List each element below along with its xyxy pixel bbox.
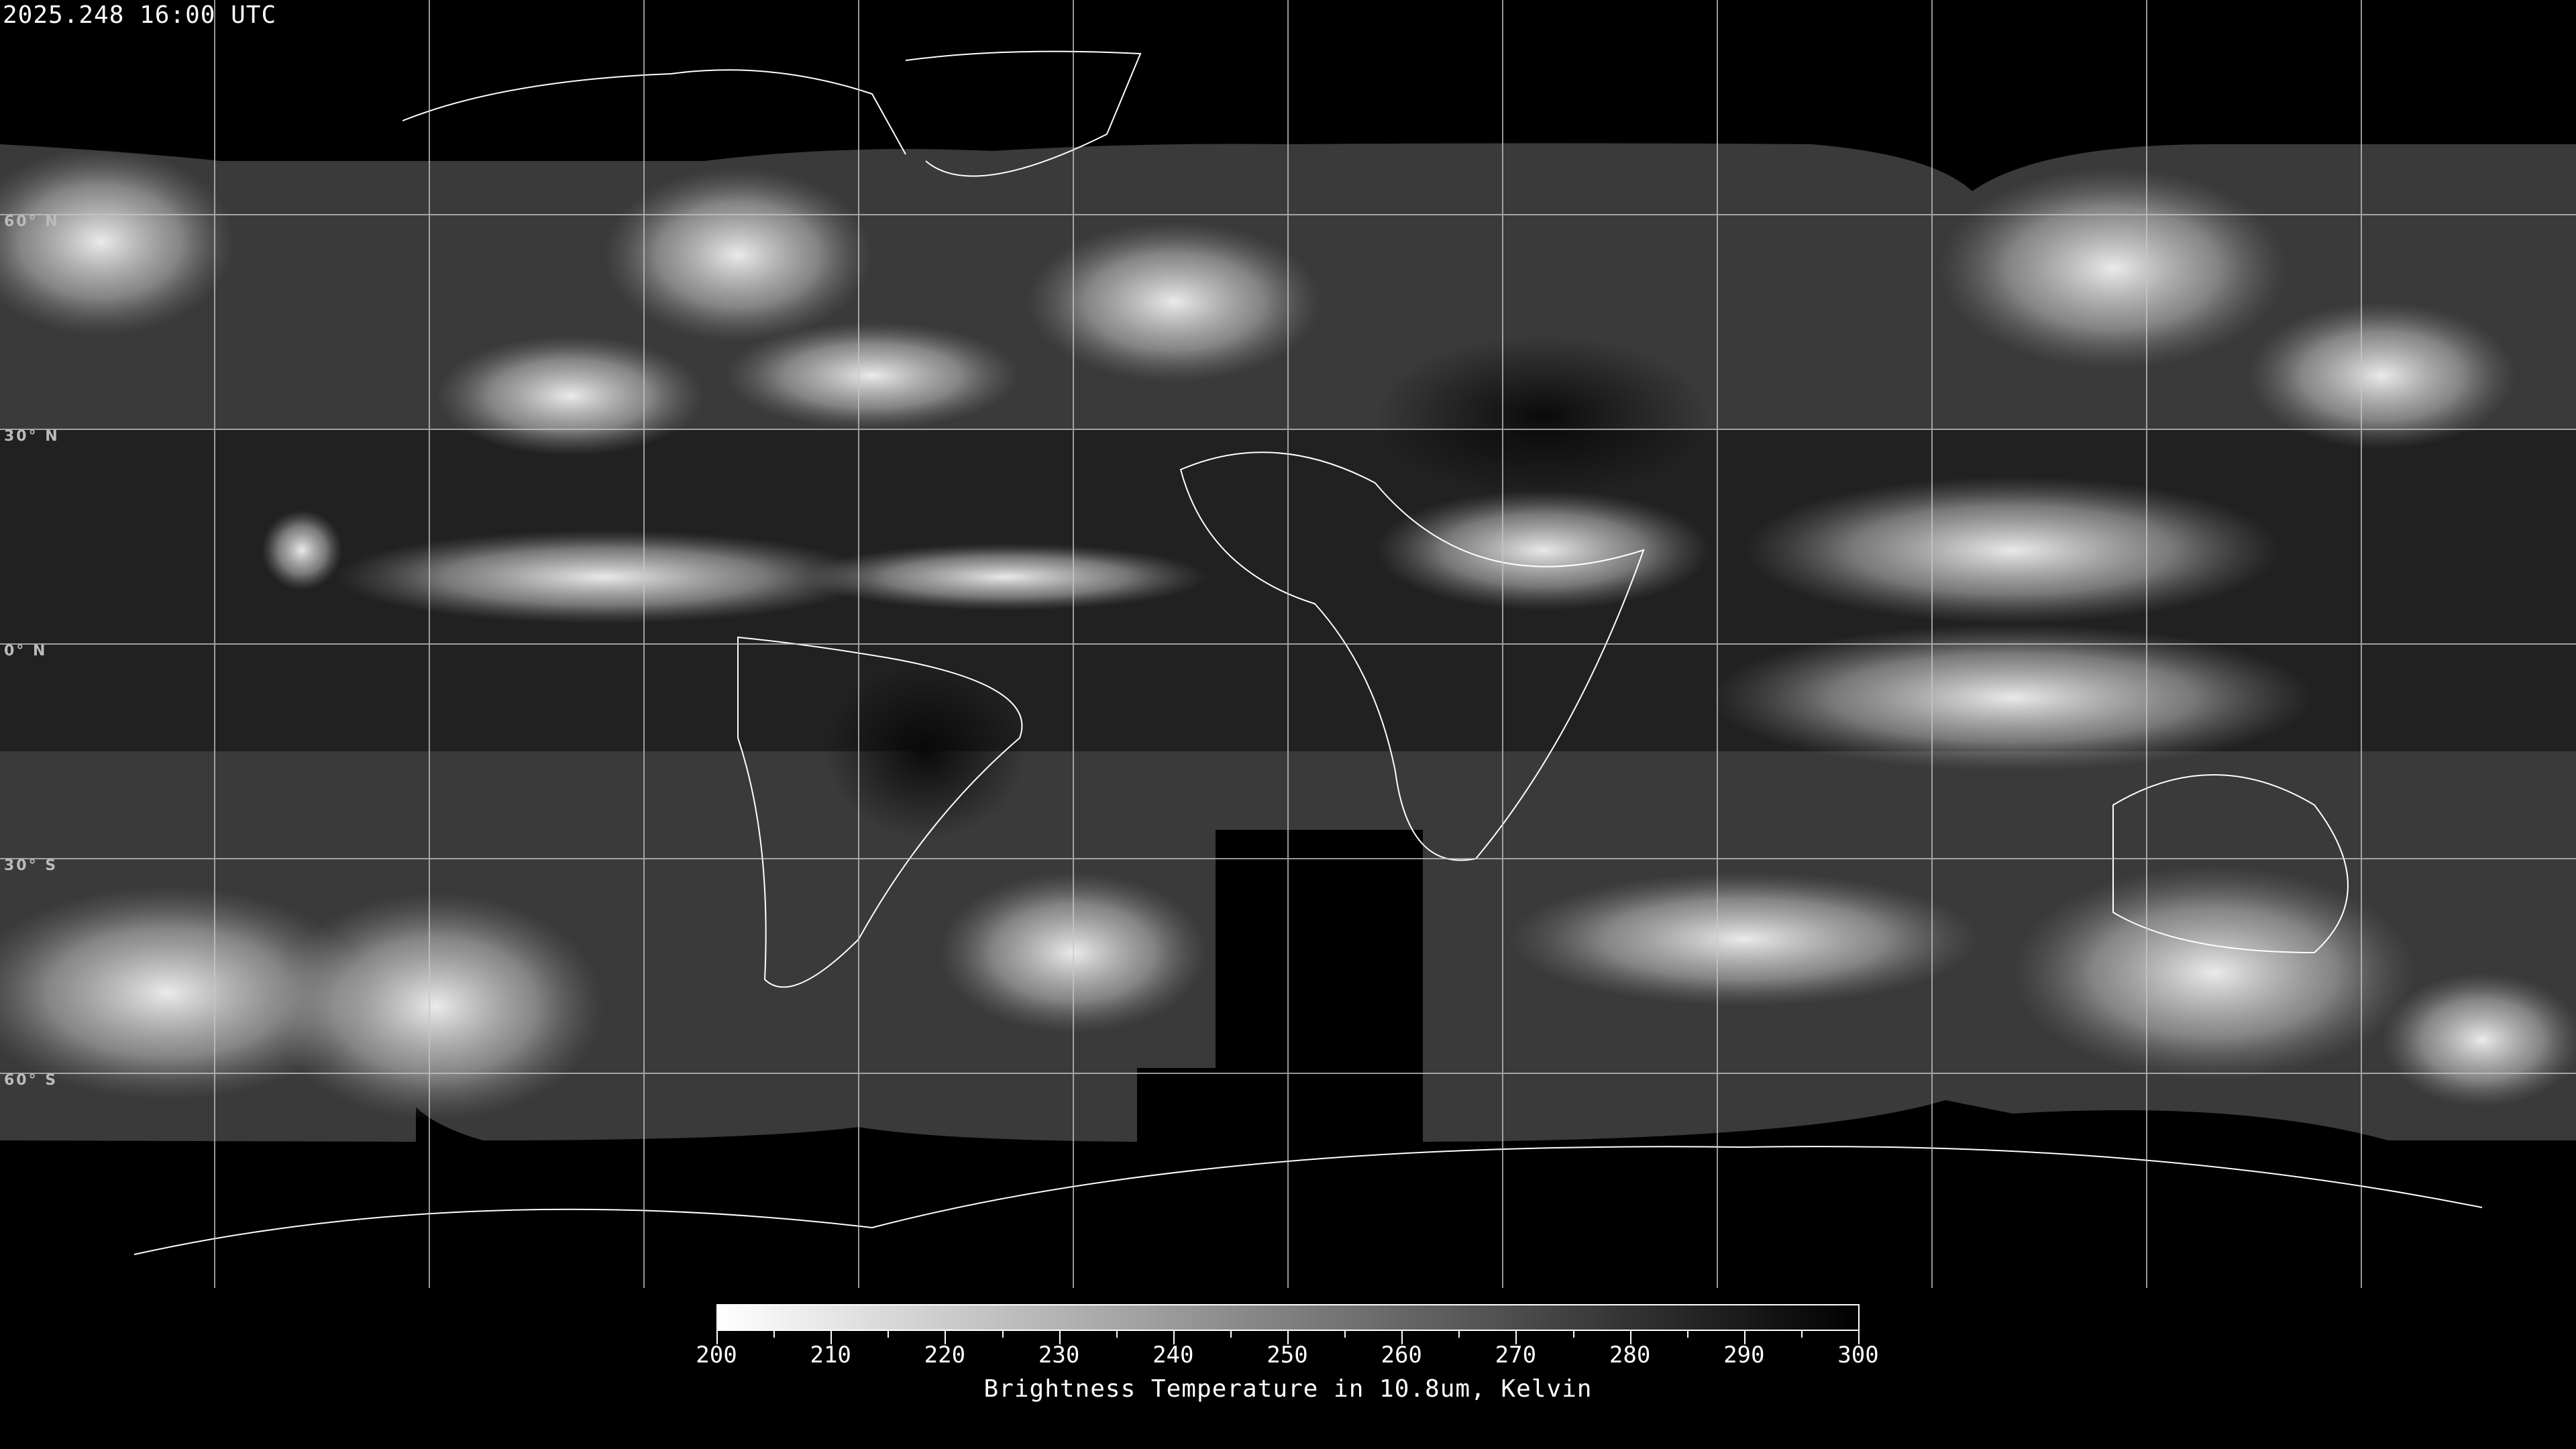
colorbar-tick [1116, 1331, 1118, 1338]
lat-label-0n: 0° N [4, 643, 48, 659]
colorbar-tick [1629, 1331, 1631, 1344]
colorbar-tick [1743, 1331, 1746, 1344]
colorbar [716, 1304, 1860, 1331]
colorbar-tick [1287, 1331, 1289, 1344]
colorbar-tick-label: 210 [810, 1342, 851, 1368]
colorbar-title: Brightness Temperature in 10.8um, Kelvin [983, 1375, 1593, 1403]
colorbar-tick [888, 1331, 890, 1338]
colorbar-tick [1801, 1331, 1803, 1338]
colorbar-tick [1401, 1331, 1403, 1344]
colorbar-tick [1515, 1331, 1517, 1344]
colorbar-tick [945, 1331, 947, 1344]
colorbar-tick-label: 280 [1609, 1342, 1651, 1368]
coastlines [133, 50, 2483, 1255]
colorbar-tick [1230, 1331, 1232, 1338]
colorbar-tick-label: 240 [1152, 1342, 1194, 1368]
graticule [0, 0, 2576, 1288]
lat-label-60s: 60° S [4, 1072, 58, 1089]
colorbar-tick [1686, 1331, 1688, 1338]
colorbar-tick [1002, 1331, 1004, 1338]
lat-label-60n: 60° N [4, 213, 60, 230]
lat-label-30s: 30° S [4, 857, 58, 874]
colorbar-tick [1173, 1331, 1175, 1344]
colorbar-ticks [716, 1331, 1860, 1344]
colorbar-tick [1059, 1331, 1061, 1344]
colorbar-tick-label: 230 [1038, 1342, 1080, 1368]
colorbar-tick-label: 270 [1495, 1342, 1537, 1368]
colorbar-tick-label: 260 [1381, 1342, 1422, 1368]
colorbar-tick [1458, 1331, 1460, 1338]
colorbar-tick [773, 1331, 775, 1338]
colorbar-tick [1858, 1331, 1860, 1344]
timestamp: 2025.248 16:00 UTC [3, 1, 277, 29]
colorbar-tick-label: 290 [1723, 1342, 1765, 1368]
colorbar-tick-label: 300 [1837, 1342, 1879, 1368]
colorbar-tick [1344, 1331, 1346, 1338]
colorbar-tick [1572, 1331, 1574, 1338]
colorbar-tick [716, 1331, 718, 1344]
colorbar-tick-label: 220 [924, 1342, 966, 1368]
lat-label-30n: 30° N [4, 428, 60, 445]
colorbar-tick-label: 200 [696, 1342, 737, 1368]
satellite-map [0, 0, 2576, 1288]
colorbar-tick [830, 1331, 833, 1344]
colorbar-tick-label: 250 [1267, 1342, 1308, 1368]
